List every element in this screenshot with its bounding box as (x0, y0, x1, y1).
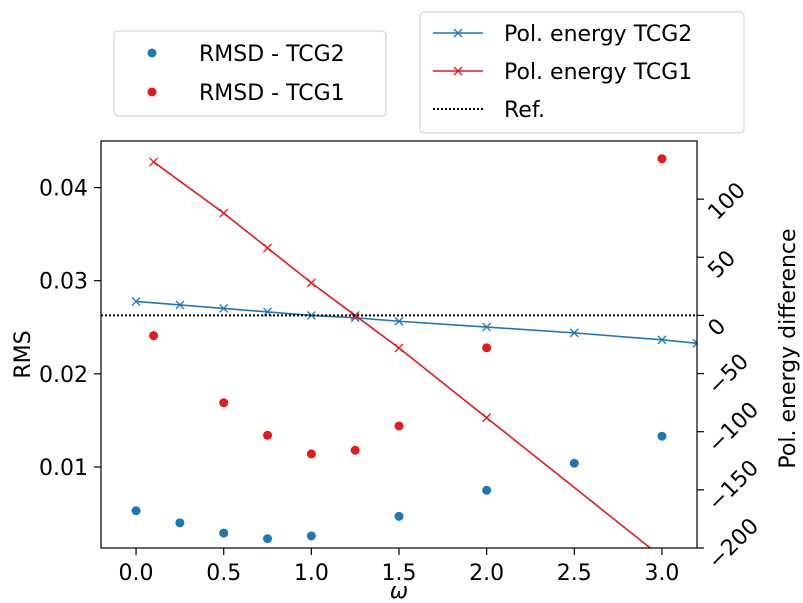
series-marker-2-10 (692, 338, 697, 348)
x-tick-label-0: 0.0 (119, 561, 154, 586)
legend-right-label-0: Pol. energy TCG2 (504, 22, 692, 47)
x-axis-title: ω (390, 579, 408, 603)
y-right-tick-label-2: 0 (704, 314, 732, 342)
series-line-3 (153, 161, 652, 548)
series-marker-2-8 (569, 328, 579, 338)
y-left-axis-title: RMS (11, 330, 36, 378)
legend-left-label-1: RMSD - TCG1 (199, 81, 345, 106)
series-marker-2-9 (657, 335, 667, 345)
legend-left-marker-1 (147, 87, 157, 97)
legend-right-marker-0 (453, 28, 463, 38)
y-left-tick-label-2: 0.03 (39, 270, 88, 295)
plot-area (101, 157, 697, 548)
legend-left-box (113, 30, 387, 117)
scatter-point-0-3 (263, 534, 273, 544)
plot-frame (100, 140, 698, 549)
legend-left-marker-0 (147, 48, 157, 58)
scatter-point-0-4 (306, 531, 316, 541)
scatter-point-1-1 (219, 398, 229, 408)
scatter-point-1-7 (657, 154, 667, 164)
y-right-tick-label-1: 50 (704, 246, 741, 283)
chart-marks (101, 154, 697, 548)
legend-right-label-1: Pol. energy TCG1 (504, 60, 692, 85)
scatter-point-0-5 (394, 511, 404, 521)
scatter-point-1-5 (394, 421, 404, 431)
x-tick-label-1: 0.5 (206, 561, 241, 586)
series-marker-2-1 (175, 300, 185, 310)
scatter-point-1-2 (263, 430, 273, 440)
scatter-point-0-6 (482, 485, 492, 495)
y-left-tick-label-3: 0.04 (39, 177, 88, 202)
scatter-point-0-8 (657, 431, 667, 441)
y-right-tick-label-5: −150 (704, 456, 764, 516)
y-right-tick-label-4: −100 (704, 398, 764, 458)
x-tick-label-2: 1.0 (294, 561, 329, 586)
x-tick-label-5: 2.5 (557, 561, 592, 586)
series-marker-3-1 (219, 208, 229, 218)
y-right-tick-label-6: −200 (704, 514, 764, 574)
y-right-axis-title: Pol. energy difference (776, 228, 801, 468)
legend-right-marker-1 (453, 66, 463, 76)
axes: 0.0 0.5 1.0 1.5 2.0 2.5 3.0 0.01 0.02 0.03 0.04 100… (39, 177, 764, 586)
scatter-point-1-6 (482, 343, 492, 353)
series-line-2 (135, 300, 697, 345)
series-marker-3-5 (394, 343, 404, 353)
series-marker-3-2 (263, 243, 272, 253)
y-right-tick-label-3: −50 (704, 349, 755, 400)
x-tick-label-3: 1.5 (382, 561, 417, 586)
scatter-point-0-2 (219, 528, 229, 538)
series-marker-3-4 (350, 310, 360, 320)
legend-right-box (419, 11, 745, 134)
scatter-point-0-7 (569, 458, 579, 468)
series-marker-3-6 (482, 413, 492, 423)
x-tick-label-4: 2.0 (469, 561, 504, 586)
legend-right-label-2: Ref. (504, 98, 545, 123)
scatter-point-1-4 (350, 445, 360, 455)
legends: RMSD - TCG2 RMSD - TCG1 Pol. energy TCG2 Po… (113, 11, 745, 134)
y-right-tick-label-0: 100 (704, 178, 751, 225)
series-marker-2-7 (482, 322, 492, 332)
scatter-point-0-0 (131, 506, 141, 516)
y-left-tick-label-1: 0.02 (39, 363, 88, 388)
series-marker-2-6 (394, 316, 404, 326)
series-marker-2-4 (306, 310, 316, 320)
scatter-point-1-0 (149, 331, 159, 341)
legend-left-label-0: RMSD - TCG2 (199, 42, 345, 67)
series-marker-2-0 (131, 297, 141, 306)
series-marker-2-2 (219, 303, 229, 313)
scatter-point-0-1 (175, 518, 185, 528)
scatter-point-1-3 (306, 449, 316, 459)
series-marker-3-3 (306, 278, 316, 288)
series-marker-3-0 (149, 157, 159, 167)
y-left-tick-label-0: 0.01 (39, 456, 88, 481)
x-tick-label-6: 3.0 (644, 561, 679, 586)
